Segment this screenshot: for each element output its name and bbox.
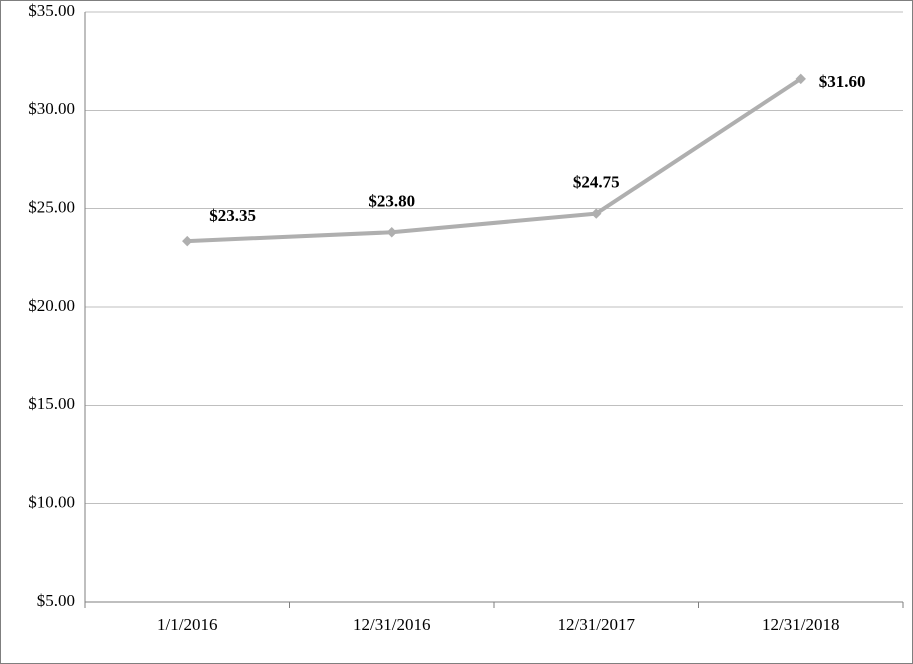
y-tick-label: $30.00: [28, 99, 75, 118]
y-tick-label: $35.00: [28, 1, 75, 20]
y-tick-label: $20.00: [28, 296, 75, 315]
data-point-label: $23.35: [209, 206, 256, 225]
x-tick-label: 12/31/2016: [353, 615, 430, 634]
data-point-label: $24.75: [573, 173, 620, 192]
data-point-label: $31.60: [819, 72, 866, 91]
line-chart: $5.00 $10.00 $15.00 $20.00 $25.00 $30.00 $35.0…: [0, 0, 913, 664]
y-tick-label: $25.00: [28, 198, 75, 217]
x-tick-label: 1/1/2016: [157, 615, 217, 634]
y-tick-label: $5.00: [37, 591, 75, 610]
y-tick-label: $10.00: [28, 493, 75, 512]
chart-svg: $5.00 $10.00 $15.00 $20.00 $25.00 $30.00 $35.0…: [0, 0, 913, 664]
data-point-label: $23.80: [368, 191, 415, 210]
y-tick-label: $15.00: [28, 394, 75, 413]
x-tick-label: 12/31/2017: [558, 615, 636, 634]
x-tick-label: 12/31/2018: [762, 615, 839, 634]
